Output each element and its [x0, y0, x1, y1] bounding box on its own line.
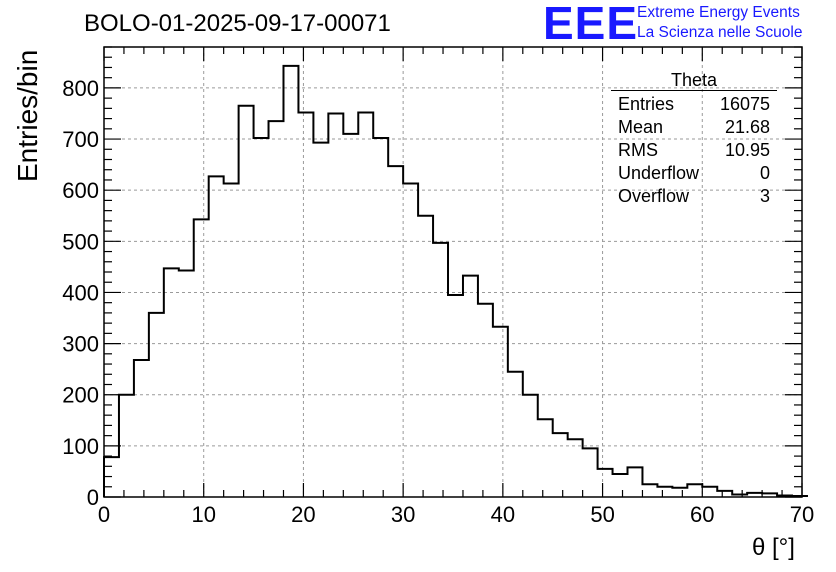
stats-label: Mean — [618, 117, 664, 137]
x-tick-label: 50 — [590, 502, 614, 527]
histogram-series — [103, 64, 808, 497]
stats-value: 16075 — [719, 94, 770, 114]
plot-frame — [103, 46, 803, 498]
grid-lines — [104, 47, 802, 497]
x-tick-label: 0 — [98, 502, 110, 527]
logo-line-2: La Scienza nelle Scuole — [637, 24, 803, 41]
stats-row: Mean 21.68 — [611, 116, 777, 139]
stats-label: Entries — [618, 94, 675, 114]
x-tick-label: 70 — [790, 502, 814, 527]
y-tick-label: 100 — [62, 434, 99, 459]
y-tick-label: 0 — [87, 485, 99, 510]
stats-label: Overflow — [618, 186, 690, 206]
eee-logo: EEE — [543, 0, 639, 49]
y-axis-label: Entries/bin — [12, 49, 43, 182]
x-tick-label: 40 — [491, 502, 515, 527]
stats-value: 21.68 — [724, 117, 770, 137]
x-tick-label: 30 — [391, 502, 415, 527]
logo-line-1: Extreme Energy Events — [637, 4, 800, 21]
stats-value: 0 — [759, 163, 770, 183]
x-tick-label: 20 — [291, 502, 315, 527]
y-tick-label: 500 — [62, 229, 99, 254]
stats-title: Theta — [611, 70, 777, 91]
logo-caption: Extreme Energy Events La Scienza nelle S… — [637, 3, 802, 43]
stats-value: 10.95 — [724, 140, 770, 160]
x-tick-labels: 0 10 20 30 40 50 60 70 — [98, 502, 814, 527]
stats-box: Theta Entries 16075 Mean 21.68 RMS 10.95… — [611, 70, 777, 208]
stats-row: Underflow 0 — [611, 162, 777, 185]
stats-label: RMS — [618, 140, 658, 160]
y-tick-label: 600 — [62, 178, 99, 203]
chart-title: BOLO-01-2025-09-17-00071 — [84, 10, 391, 37]
stats-row: Overflow 3 — [611, 185, 777, 208]
stats-row: Entries 16075 — [611, 93, 777, 116]
y-tick-label: 200 — [62, 383, 99, 408]
stats-row: RMS 10.95 — [611, 139, 777, 162]
x-axis-label: θ [°] — [752, 534, 795, 561]
x-tick-label: 10 — [191, 502, 215, 527]
y-tick-label: 300 — [62, 332, 99, 357]
x-tick-label: 60 — [690, 502, 714, 527]
y-tick-label: 400 — [62, 280, 99, 305]
stats-value: 3 — [759, 186, 770, 206]
y-tick-label: 700 — [62, 127, 99, 152]
y-tick-labels: 0 100 200 300 400 500 600 700 800 — [62, 76, 99, 510]
y-tick-label: 800 — [62, 76, 99, 101]
stats-label: Underflow — [618, 163, 700, 183]
